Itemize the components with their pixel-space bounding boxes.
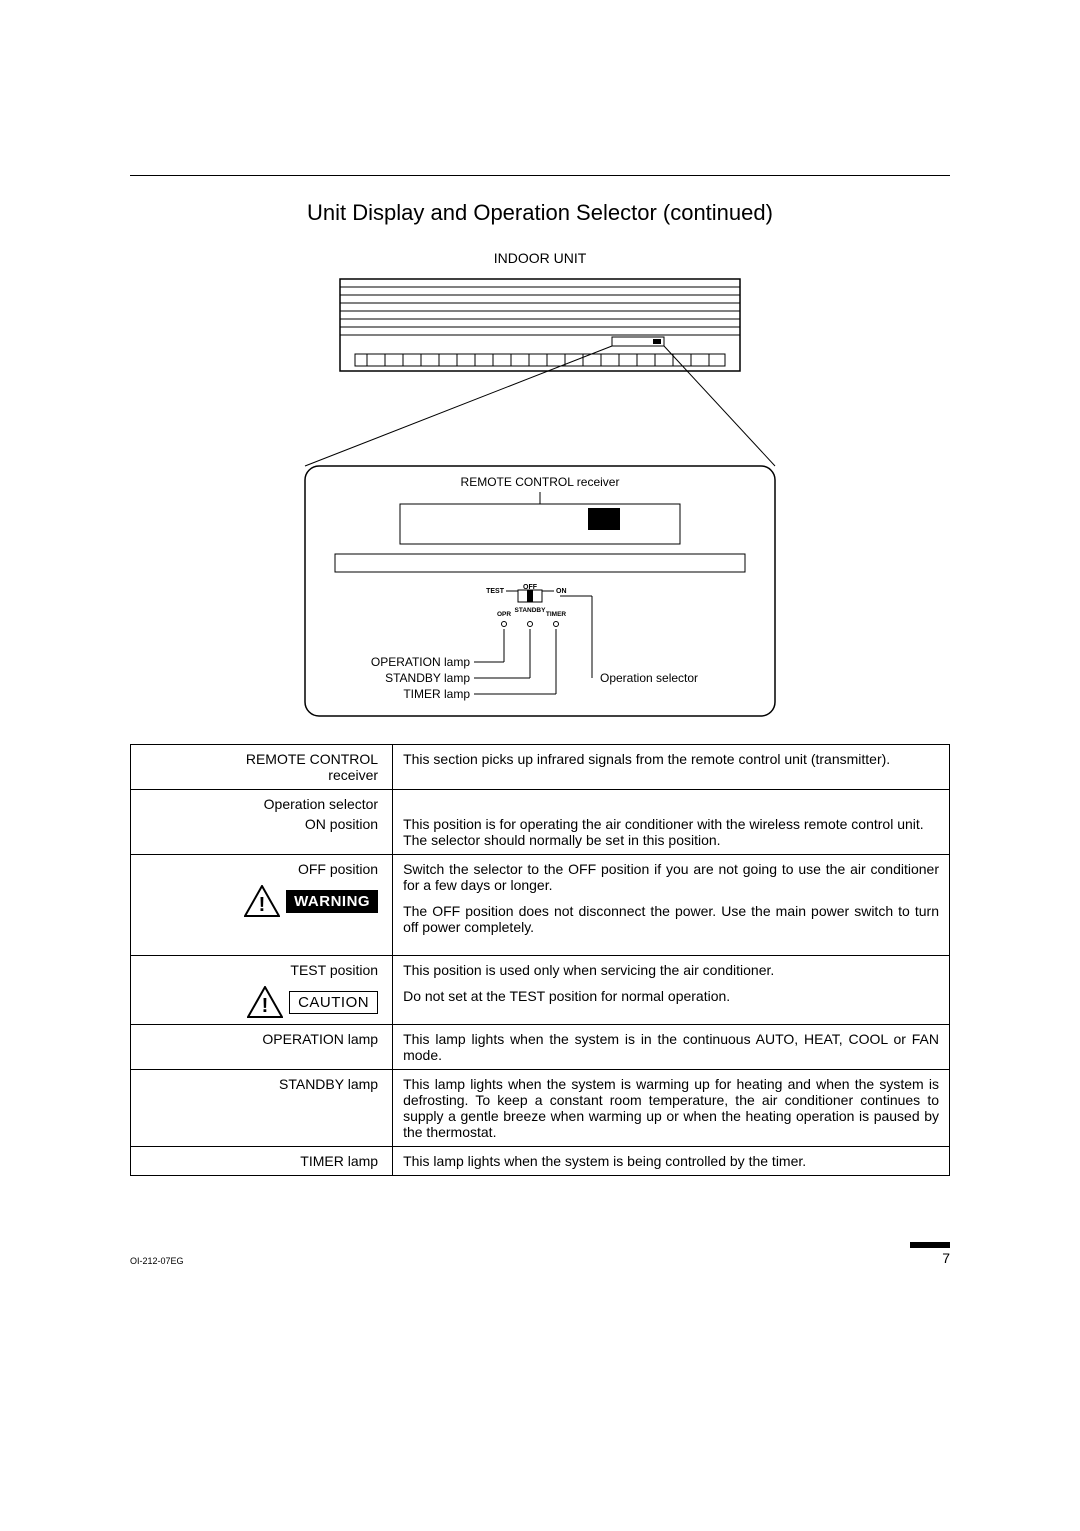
row-badge-desc: The OFF position does not disconnect the… [403, 903, 939, 935]
doc-id: OI-212-07EG [130, 1256, 184, 1266]
row-sub-label: TEST position [141, 962, 378, 978]
row-desc: This lamp lights when the system is in t… [393, 1025, 950, 1070]
caution-triangle-icon: ! [247, 986, 283, 1018]
svg-text:STANDBY: STANDBY [515, 607, 547, 614]
page-title: Unit Display and Operation Selector (con… [130, 200, 950, 226]
indoor-unit-subtitle: INDOOR UNIT [130, 250, 950, 266]
row-sub-desc: Switch the selector to the OFF position … [403, 861, 939, 893]
svg-text:TEST: TEST [486, 588, 505, 595]
page-number: 7 [942, 1250, 950, 1266]
operation-selector-label: Operation selector [600, 671, 698, 685]
caution-badge-row: ! CAUTION [141, 986, 378, 1018]
svg-text:!: ! [262, 995, 269, 1017]
row-sub-desc: This position is for operating the air c… [403, 816, 939, 848]
row-sub-label: ON position [141, 816, 378, 832]
page-footer: OI-212-07EG 7 [130, 1242, 950, 1266]
svg-text:!: ! [259, 894, 266, 916]
indoor-unit-illustration [340, 279, 740, 371]
description-table: REMOTE CONTROL receiver This section pic… [130, 744, 950, 1176]
row-label: OPERATION lamp [131, 1025, 393, 1070]
operation-lamp-label: OPERATION lamp [371, 655, 470, 669]
row-label: REMOTE CONTROL [246, 751, 378, 767]
row-sub-label: OFF position [141, 861, 378, 877]
row-desc: This section picks up infrared signals f… [393, 745, 950, 790]
row-sub-desc: This position is used only when servicin… [403, 962, 939, 978]
svg-text:OPR: OPR [497, 611, 511, 618]
row-desc: This lamp lights when the system is warm… [393, 1070, 950, 1147]
unit-diagram: REMOTE CONTROL receiver TEST OFF ON OPR … [130, 274, 950, 724]
standby-lamp-label: STANDBY lamp [385, 671, 470, 685]
top-rule [130, 175, 950, 176]
svg-text:ON: ON [556, 588, 567, 595]
row-label-sub: receiver [328, 767, 378, 783]
caution-badge: CAUTION [289, 991, 378, 1014]
page-tab [910, 1242, 950, 1248]
row-badge-desc: Do not set at the TEST position for norm… [403, 988, 939, 1004]
svg-text:TIMER: TIMER [546, 611, 567, 618]
row-label: STANDBY lamp [131, 1070, 393, 1147]
row-desc: This lamp lights when the system is bein… [393, 1147, 950, 1176]
remote-receiver-label: REMOTE CONTROL receiver [461, 475, 620, 489]
timer-lamp-label: TIMER lamp [403, 687, 470, 701]
warning-triangle-icon: ! [244, 885, 280, 917]
warning-badge-row: ! WARNING [141, 885, 378, 917]
warning-badge: WARNING [286, 890, 378, 913]
row-label: Operation selector [141, 796, 378, 812]
row-label: TIMER lamp [131, 1147, 393, 1176]
